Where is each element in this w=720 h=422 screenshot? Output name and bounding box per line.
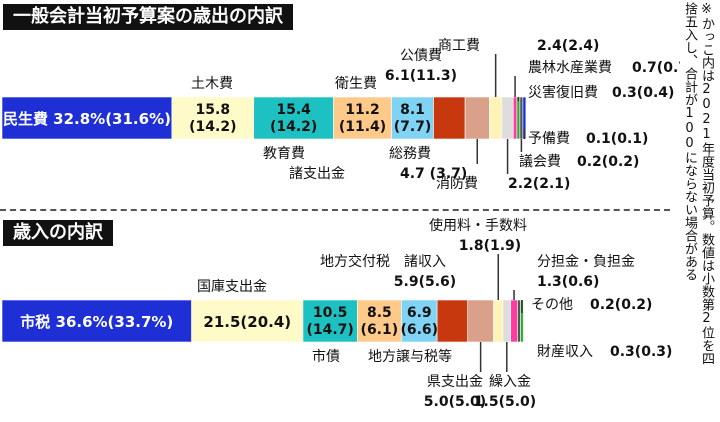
category-name-1-1: 国庫支出金 [197, 278, 267, 295]
bar-label-1-4: 6.9 (6.6) [400, 305, 438, 338]
bar-label-1-10: 0.3(0.3) [610, 344, 672, 360]
bar-segment-1-6 [467, 299, 494, 343]
bar-label-0-3: 11.2 (11.4) [339, 102, 386, 135]
expenditure-title: 一般会計当初予算案の歳出の内訳 [3, 4, 293, 30]
bar-segment-0-0 [1, 96, 173, 140]
category-name-1-2: 市債 [312, 348, 340, 365]
footnote-line-1: ※かっこ内は2021年度当初予算。数値は小数第2位を四 [699, 2, 714, 365]
bar-label-0-6: 4.7 (3.7) [400, 166, 467, 182]
bar-label-1-3: 8.5 (6.1) [361, 305, 399, 338]
category-name-0-9: 農林水産業費 [528, 60, 612, 76]
bar-label-1-2: 10.5 (14.7) [306, 305, 353, 338]
bar-segment-0-8 [501, 96, 514, 140]
category-name-0-1: 土木費 [191, 76, 233, 92]
bar-label-1-6: 5.0(5.0) [424, 394, 486, 410]
bar-segment-0-6 [464, 96, 490, 140]
category-name-0-7: 商工費 [438, 38, 480, 54]
category-name-1-6: 県支出金 [427, 374, 483, 390]
category-name-1-8: 繰入金 [489, 374, 531, 390]
category-name-1-7: 使用料・手数料 [429, 217, 527, 234]
bar-segment-1-3 [357, 299, 402, 343]
category-name-0-3: 衛生費 [335, 76, 377, 92]
bar-segment-1-10 [517, 299, 521, 343]
category-name-0-10: 災害復旧費 [528, 84, 598, 101]
bar-label-0-7: 2.4(2.4) [537, 38, 599, 54]
bar-segment-1-9 [510, 299, 518, 343]
bar-label-1-8: 1.5(5.0) [474, 394, 536, 410]
bar-label-0-12: 0.1(0.1) [586, 131, 648, 147]
bar-segment-0-3 [333, 96, 392, 140]
category-name-1-9: 分担金・負担金 [537, 254, 635, 270]
bar-segment-0-7 [489, 96, 503, 140]
category-name-1-4: 地方譲与税等 [368, 348, 452, 365]
bar-label-0-5: 6.1(11.3) [385, 68, 457, 84]
bar-segment-0-9 [512, 96, 518, 140]
category-name-0-4: 総務費 [389, 146, 431, 162]
bar-label-0-9: 0.7(0.7) [632, 60, 680, 76]
bar-label-0-8: 2.2(2.1) [508, 176, 570, 192]
bar-label-1-1: 21.5(20.4) [203, 313, 291, 331]
bar-segment-1-7 [493, 299, 504, 343]
revenue-title: 歳入の内訳 [3, 220, 113, 246]
section-divider [0, 209, 670, 211]
bar-segment-1-8 [502, 299, 511, 343]
bar-label-1-0: 市税 36.6%(33.7%) [20, 313, 173, 331]
bar-label-0-0: 民生費 32.8%(31.6%) [3, 110, 171, 128]
category-name-1-5: 諸収入 [404, 254, 446, 270]
bar-label-0-11: 0.2(0.2) [577, 154, 639, 170]
category-name-0-5: 公債費 [400, 48, 442, 64]
bar-segment-0-11 [519, 96, 524, 140]
bar-label-0-10: 0.3(0.4) [612, 85, 674, 101]
budget-breakdown-chart: 民生費 32.8%(31.6%) 15.8 (14.2) 土木費 15.4 (14.2) 教… [1, 38, 680, 410]
category-name-0-12: 予備費 [528, 131, 570, 147]
bar-label-1-11: 0.2(0.2) [590, 297, 652, 313]
bar-label-0-2: 15.4 (14.2) [270, 102, 317, 135]
footnote-line-2: 捨五入し、合計が100にならない場合がある [682, 2, 697, 281]
bar-segment-1-4 [401, 299, 438, 343]
bar-segment-1-0 [1, 299, 192, 343]
category-name-1-10: 財産収入 [537, 344, 593, 360]
category-name-1-11: その他 [531, 297, 573, 313]
bar-label-0-4: 8.1 (7.7) [394, 102, 432, 135]
category-name-0-2: 教育費 [263, 146, 305, 162]
category-name-1-3: 地方交付税 [320, 253, 390, 270]
bar-label-0-1: 15.8 (14.2) [189, 102, 236, 135]
bar-segment-1-1 [191, 299, 304, 343]
bar-segment-0-5 [433, 96, 466, 140]
bar-segment-1-2 [302, 299, 358, 343]
category-name-0-8: 消防費 [436, 176, 478, 192]
bar-segment-0-10 [516, 96, 521, 140]
bar-segment-1-5 [436, 299, 468, 343]
bar-label-1-9: 1.3(0.6) [537, 274, 599, 290]
bar-label-1-7: 1.8(1.9) [459, 238, 521, 254]
category-name-0-6: 諸支出金 [289, 166, 345, 182]
bar-label-1-5: 5.9(5.6) [394, 274, 456, 290]
category-name-0-11: 議会費 [519, 153, 561, 170]
